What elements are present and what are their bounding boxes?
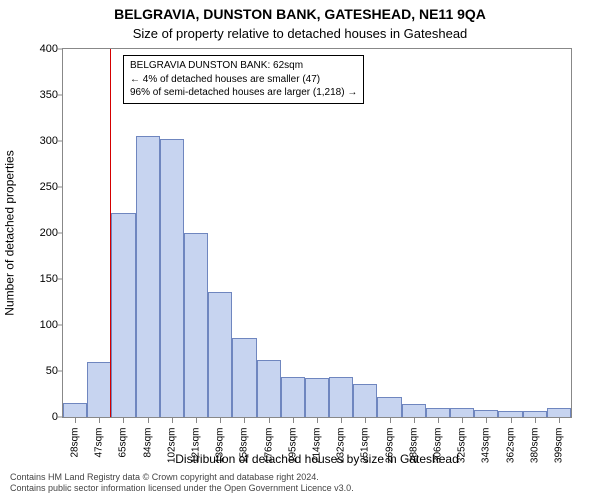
y-tick-label: 50 <box>28 365 58 377</box>
histogram-bar <box>377 397 401 417</box>
histogram-bar <box>257 360 281 417</box>
y-tick-label: 250 <box>28 181 58 193</box>
histogram-bar <box>87 362 111 417</box>
y-tick-mark <box>57 95 62 96</box>
y-tick-label: 150 <box>28 273 58 285</box>
annotation-line-2: ← 4% of detached houses are smaller (47) <box>130 73 357 87</box>
x-tick-mark <box>148 418 149 423</box>
footer-attribution: Contains HM Land Registry data © Crown c… <box>10 472 590 495</box>
histogram-bar <box>305 378 329 417</box>
x-tick-mark <box>341 418 342 423</box>
page-root: BELGRAVIA, DUNSTON BANK, GATESHEAD, NE11… <box>0 0 600 500</box>
histogram-bar <box>547 408 571 417</box>
annotation-line-3: 96% of semi-detached houses are larger (… <box>130 86 357 100</box>
annotation-box: BELGRAVIA DUNSTON BANK: 62sqm← 4% of det… <box>123 55 364 104</box>
histogram-bar <box>160 139 184 417</box>
x-tick-mark <box>317 418 318 423</box>
footer-line-2: Contains public sector information licen… <box>10 483 590 494</box>
x-tick-mark <box>486 418 487 423</box>
x-tick-mark <box>365 418 366 423</box>
x-tick-mark <box>123 418 124 423</box>
x-tick-mark <box>535 418 536 423</box>
histogram-bar <box>208 292 232 417</box>
histogram-bar <box>329 377 353 417</box>
y-tick-label: 0 <box>28 411 58 423</box>
x-tick-mark <box>559 418 560 423</box>
x-tick-mark <box>172 418 173 423</box>
x-tick-mark <box>196 418 197 423</box>
histogram-bar <box>474 410 498 417</box>
histogram-bar <box>402 404 426 417</box>
y-tick-mark <box>57 233 62 234</box>
x-tick-mark <box>390 418 391 423</box>
y-tick-mark <box>57 49 62 50</box>
histogram-bar <box>136 136 160 417</box>
page-title: BELGRAVIA, DUNSTON BANK, GATESHEAD, NE11… <box>0 6 600 22</box>
page-subtitle: Size of property relative to detached ho… <box>0 26 600 41</box>
y-tick-label: 400 <box>28 43 58 55</box>
histogram-bar <box>232 338 256 417</box>
x-tick-mark <box>99 418 100 423</box>
y-tick-label: 100 <box>28 319 58 331</box>
x-tick-mark <box>462 418 463 423</box>
x-tick-mark <box>244 418 245 423</box>
histogram-bar <box>450 408 474 417</box>
histogram-bar <box>353 384 377 417</box>
x-tick-mark <box>414 418 415 423</box>
histogram-bar <box>111 213 135 417</box>
histogram-bar <box>523 411 547 417</box>
x-tick-mark <box>438 418 439 423</box>
y-axis-label-container: Number of detached properties <box>2 48 18 418</box>
histogram-bar <box>426 408 450 417</box>
histogram-bar <box>281 377 305 417</box>
histogram-chart: BELGRAVIA DUNSTON BANK: 62sqm← 4% of det… <box>62 48 572 418</box>
y-tick-mark <box>57 279 62 280</box>
reference-line <box>110 49 111 417</box>
x-tick-mark <box>293 418 294 423</box>
y-tick-label: 200 <box>28 227 58 239</box>
x-tick-mark <box>75 418 76 423</box>
x-axis-label: Distribution of detached houses by size … <box>62 452 572 466</box>
y-tick-mark <box>57 417 62 418</box>
y-axis-label: Number of detached properties <box>3 150 17 315</box>
footer-line-1: Contains HM Land Registry data © Crown c… <box>10 472 590 483</box>
histogram-bar <box>498 411 522 417</box>
x-tick-mark <box>269 418 270 423</box>
x-tick-mark <box>220 418 221 423</box>
y-tick-mark <box>57 187 62 188</box>
y-tick-label: 350 <box>28 89 58 101</box>
y-tick-mark <box>57 325 62 326</box>
x-tick-mark <box>511 418 512 423</box>
histogram-bar <box>184 233 208 417</box>
y-tick-mark <box>57 141 62 142</box>
histogram-bar <box>63 403 87 417</box>
annotation-line-1: BELGRAVIA DUNSTON BANK: 62sqm <box>130 59 357 73</box>
y-tick-label: 300 <box>28 135 58 147</box>
y-tick-mark <box>57 371 62 372</box>
